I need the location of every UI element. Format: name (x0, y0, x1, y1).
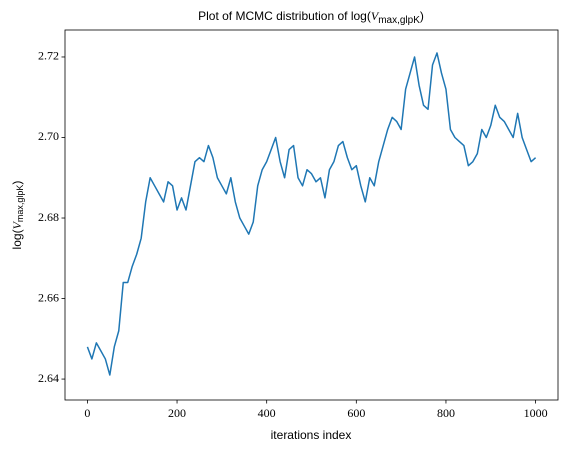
x-tick-label: 400 (258, 406, 276, 420)
x-tick-label: 600 (347, 406, 365, 420)
data-line (86, 52, 537, 376)
y-tick-label: 2.72 (38, 49, 59, 63)
y-tick-label: 2.66 (38, 290, 59, 304)
x-tick-label: 1000 (524, 406, 548, 420)
y-label-part: log( (10, 229, 24, 249)
title-part: V (371, 9, 380, 23)
chart-title: Plot of MCMC distribution of log(Vmax,gl… (198, 9, 424, 26)
x-tick-label: 200 (168, 406, 186, 420)
y-tick-label: 2.70 (38, 129, 59, 143)
x-tick-label: 0 (84, 406, 90, 420)
y-label-part: V (10, 220, 24, 229)
title-part: Plot of MCMC distribution of log( (198, 9, 371, 23)
x-axis-label: iterations index (271, 428, 352, 442)
y-tick-label: 2.68 (38, 210, 59, 224)
y-label-part: ) (10, 181, 24, 185)
y-tick-label: 2.64 (38, 371, 59, 385)
x-tick-label: 800 (437, 406, 455, 420)
title-part: max,glpK (378, 15, 420, 26)
plot-frame (64, 29, 559, 401)
y-label-part: max,glpK (15, 185, 25, 223)
y-axis-label: log(Vmax,glpK) (10, 181, 26, 250)
title-part: ) (420, 9, 424, 23)
